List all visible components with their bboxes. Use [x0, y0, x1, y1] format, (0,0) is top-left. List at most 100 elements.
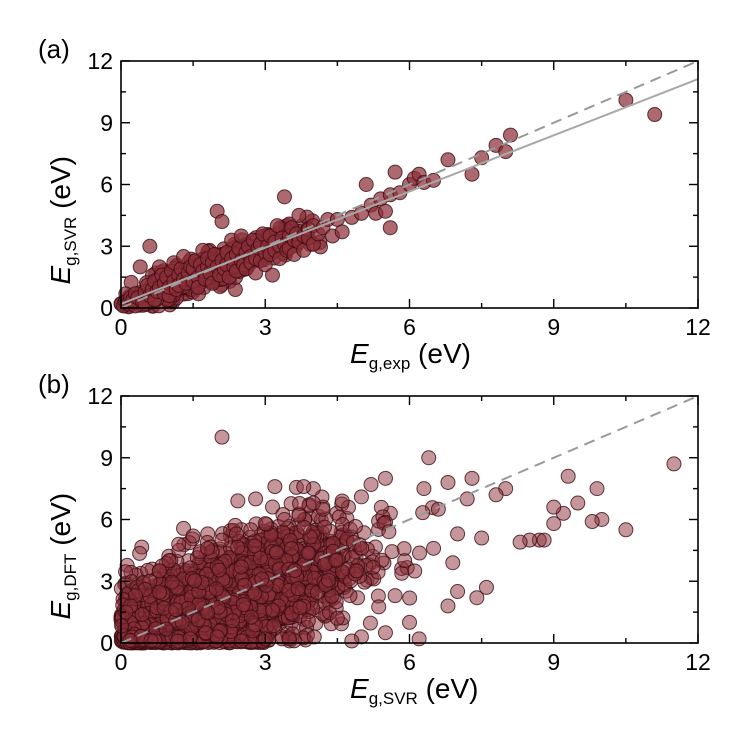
data-point [243, 609, 259, 625]
data-point [268, 544, 284, 560]
data-point [208, 581, 224, 597]
data-point [397, 553, 413, 569]
data-point [377, 625, 393, 641]
data-point [344, 633, 360, 649]
data-point [440, 152, 456, 168]
data-point [450, 526, 466, 542]
y-tick-label: 9 [100, 445, 113, 471]
y-tick-label: 0 [100, 295, 113, 321]
y-tick-label: 0 [100, 630, 113, 656]
data-point [248, 491, 264, 507]
y-axis-label-main-a: E [45, 266, 76, 285]
data-point [377, 203, 393, 219]
data-point [214, 214, 230, 230]
y-tick-label: 6 [100, 507, 113, 533]
data-point [291, 207, 307, 223]
identity-line-a [120, 60, 699, 309]
data-point [666, 456, 682, 472]
y-tick-label: 3 [100, 233, 113, 259]
data-point [426, 540, 442, 556]
fit-line-a [120, 78, 699, 305]
data-point [164, 574, 180, 590]
data-point [536, 532, 552, 548]
data-point [478, 579, 494, 595]
data-point [394, 565, 410, 581]
x-tick-label: 3 [259, 649, 272, 675]
data-point [174, 614, 190, 630]
data-point [365, 559, 381, 575]
data-point [328, 552, 344, 568]
data-point [362, 615, 378, 631]
data-point [412, 545, 428, 561]
panel-a: 0 3 6 9 12 0 3 6 9 12 (a) Eg,exp (eV) Eg,SVR (eV) [38, 34, 711, 373]
data-point [469, 590, 485, 606]
scatter-points-b [113, 429, 682, 651]
x-axis-label-main-b: E [350, 673, 369, 704]
data-point [233, 633, 249, 649]
data-point [584, 514, 600, 530]
data-point [358, 177, 374, 192]
data-point [185, 528, 201, 544]
data-point [132, 259, 148, 275]
data-point [334, 224, 350, 240]
data-point [488, 487, 504, 503]
y-tick-label: 3 [100, 568, 113, 594]
data-point [187, 573, 203, 589]
x-tick-label: 3 [259, 314, 272, 340]
data-point [224, 613, 240, 629]
y-axis-label-unit-a: (eV) [45, 156, 76, 217]
data-point [290, 581, 306, 597]
data-point [407, 563, 423, 579]
data-point [265, 602, 281, 618]
data-point [416, 481, 432, 497]
data-point [228, 526, 244, 542]
data-point [546, 499, 562, 515]
data-point [387, 164, 403, 180]
data-point [381, 524, 397, 540]
data-point [305, 495, 321, 511]
data-point [142, 238, 158, 254]
data-point [134, 607, 150, 623]
data-point [347, 518, 363, 534]
data-point [233, 559, 249, 575]
data-point [421, 450, 437, 466]
ticks-a: 0 3 6 9 12 0 3 6 9 12 [87, 48, 710, 340]
data-point [264, 499, 280, 515]
data-point [276, 512, 292, 527]
data-point [371, 599, 387, 615]
x-tick-label: 0 [115, 649, 128, 675]
data-point [329, 610, 345, 626]
data-point [589, 481, 605, 497]
x-tick-label: 12 [685, 314, 711, 340]
y-axis-label-unit-b: (eV) [45, 493, 76, 554]
data-point [264, 267, 280, 283]
data-point [445, 555, 461, 571]
data-point [143, 633, 159, 649]
data-point [209, 629, 225, 645]
data-point [267, 479, 283, 495]
data-point [300, 612, 316, 628]
data-point [170, 633, 186, 649]
data-point [230, 539, 246, 555]
data-point [560, 468, 576, 484]
data-point [474, 530, 490, 546]
data-point [257, 516, 273, 532]
y-tick-label: 12 [87, 383, 113, 409]
data-point [316, 519, 332, 535]
data-point [354, 540, 370, 556]
data-point [647, 107, 663, 123]
data-point [211, 562, 227, 578]
data-point [353, 489, 369, 505]
data-point [349, 563, 365, 579]
panel-b: 0 3 6 9 12 0 3 6 9 12 (b) Eg,SVR (eV) Eg,DFT (eV) [38, 369, 711, 708]
data-point [171, 536, 187, 552]
data-point [200, 540, 216, 556]
data-point [387, 588, 403, 604]
y-axis-label-b: Eg,DFT (eV) [45, 493, 80, 620]
y-axis-label-sub-a: g,SVR [61, 217, 80, 266]
y-axis-label-main-b: E [45, 601, 76, 620]
data-point [161, 553, 177, 569]
data-point [306, 629, 322, 645]
x-axis-label-unit-a: (eV) [410, 338, 471, 369]
